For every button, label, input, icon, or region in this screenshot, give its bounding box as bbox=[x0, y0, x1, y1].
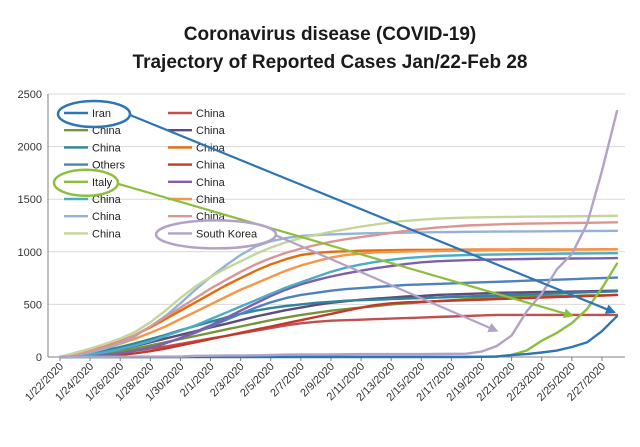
y-tick-label-0: 0 bbox=[36, 352, 42, 364]
chart-title-line-1: Coronavirus disease (COVID-19) bbox=[184, 24, 476, 45]
legend-label-china-2: China bbox=[92, 125, 122, 137]
annotation-ellipse-south-korea bbox=[154, 219, 278, 250]
y-tick-label-1: 500 bbox=[24, 299, 42, 311]
legend-label-iran-0: Iran bbox=[92, 108, 111, 120]
legend-label-china-4: China bbox=[92, 142, 122, 154]
chart-title-line-2: Trajectory of Reported Cases Jan/22-Feb … bbox=[133, 52, 528, 73]
legend-label-china-10: China bbox=[92, 194, 122, 206]
gridlines bbox=[48, 93, 625, 358]
annotation-ellipse-italy bbox=[52, 168, 120, 198]
series-line-china-14 bbox=[58, 214, 619, 359]
legend-label-italy-8: Italy bbox=[92, 177, 113, 189]
legend-label-china-9: China bbox=[196, 177, 226, 189]
annotation-arrow-south-korea bbox=[275, 234, 499, 333]
annotation-ellipse-italy-arrow bbox=[117, 182, 574, 319]
legend-label-china-3: China bbox=[196, 125, 226, 137]
legend-label-china-11: China bbox=[196, 194, 226, 206]
annotations bbox=[52, 99, 616, 333]
annotation-arrow-iran bbox=[129, 113, 616, 314]
annotation-ellipse-iran bbox=[56, 99, 132, 129]
legend-label-china-14: China bbox=[92, 228, 122, 240]
series-line-china-9 bbox=[58, 256, 619, 359]
series-line-china-2 bbox=[58, 293, 619, 359]
series-line-china-7 bbox=[58, 293, 619, 359]
legend-label-china-12: China bbox=[92, 211, 122, 223]
legend-label-south-korea-15: South Korea bbox=[196, 228, 258, 240]
y-tick-label-5: 2500 bbox=[18, 89, 42, 101]
y-tick-label-3: 1500 bbox=[18, 194, 42, 206]
y-tick-label-2: 1000 bbox=[18, 247, 42, 259]
series-line-south-korea-15 bbox=[58, 109, 619, 359]
series-lines bbox=[58, 109, 619, 359]
legend-label-china-1: China bbox=[196, 108, 226, 120]
y-tick-label-4: 2000 bbox=[18, 142, 42, 154]
series-line-china-13 bbox=[58, 221, 619, 359]
legend-label-others-6: Others bbox=[92, 160, 126, 172]
series-line-china-11 bbox=[58, 248, 619, 359]
series-line-china-4 bbox=[58, 290, 619, 359]
legend-label-china-7: China bbox=[196, 160, 226, 172]
series-line-china-10 bbox=[58, 251, 619, 359]
